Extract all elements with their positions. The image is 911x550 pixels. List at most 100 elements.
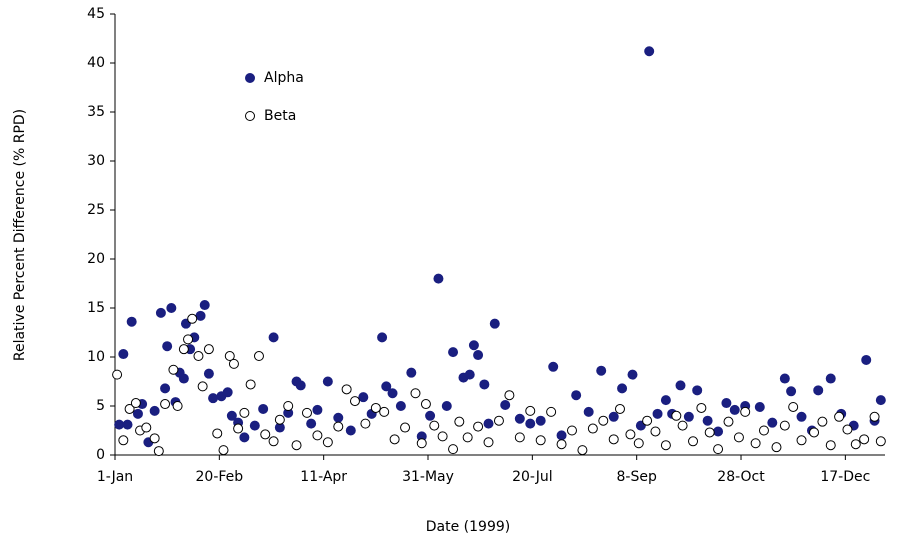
point <box>525 405 536 416</box>
point <box>197 381 208 392</box>
point <box>556 439 567 450</box>
point <box>535 415 546 426</box>
y-axis-label: Relative Percent Difference (% RPD) <box>12 109 28 361</box>
point <box>683 411 694 422</box>
point <box>633 438 644 449</box>
y-tick-label: 15 <box>87 300 105 316</box>
point <box>548 361 559 372</box>
point <box>160 399 171 410</box>
point <box>483 437 494 448</box>
point <box>729 404 740 415</box>
point <box>274 414 285 425</box>
point <box>758 425 769 436</box>
point <box>479 379 490 390</box>
point <box>193 351 204 362</box>
point <box>796 435 807 446</box>
point <box>178 373 189 384</box>
point <box>268 332 279 343</box>
point <box>212 428 223 439</box>
point <box>322 376 333 387</box>
point <box>779 420 790 431</box>
point <box>644 46 655 57</box>
point <box>788 401 799 412</box>
point <box>675 380 686 391</box>
point <box>389 434 400 445</box>
point <box>160 383 171 394</box>
point <box>740 406 751 417</box>
point <box>462 432 473 443</box>
point <box>454 416 465 427</box>
point <box>617 383 628 394</box>
point <box>535 435 546 446</box>
point <box>650 426 661 437</box>
point <box>132 408 143 419</box>
point <box>203 368 214 379</box>
point <box>514 413 525 424</box>
point <box>208 393 219 404</box>
point <box>153 446 164 457</box>
point <box>483 418 494 429</box>
point <box>596 365 607 376</box>
point <box>203 344 214 355</box>
point <box>468 340 479 351</box>
point <box>260 429 271 440</box>
point <box>441 401 452 411</box>
point <box>813 385 824 396</box>
point <box>671 410 682 421</box>
point <box>420 399 431 410</box>
point <box>341 384 352 395</box>
point <box>692 385 703 396</box>
point <box>598 415 609 426</box>
point <box>825 440 836 451</box>
point <box>786 386 797 397</box>
point <box>660 440 671 451</box>
point <box>114 419 125 430</box>
point <box>875 395 886 406</box>
point <box>842 424 853 435</box>
point <box>400 422 411 433</box>
point <box>489 318 500 329</box>
point <box>358 392 369 403</box>
point <box>377 332 388 343</box>
x-tick-label: 20-Feb <box>196 469 244 485</box>
point <box>779 373 790 384</box>
point <box>112 369 123 380</box>
point <box>349 396 360 407</box>
point <box>608 411 619 422</box>
legend-label: Alpha <box>264 70 304 86</box>
point <box>875 436 886 447</box>
point <box>767 417 778 428</box>
point <box>345 425 356 436</box>
point <box>869 411 880 422</box>
point <box>379 406 390 417</box>
x-tick-label: 28-Oct <box>717 469 765 485</box>
point <box>312 404 323 415</box>
point <box>493 415 504 426</box>
point <box>500 400 511 411</box>
point <box>258 403 269 414</box>
point <box>416 438 427 449</box>
point <box>525 418 536 429</box>
point <box>859 434 870 445</box>
x-tick-label: 31-May <box>402 469 454 485</box>
point <box>406 367 417 378</box>
point <box>625 429 636 440</box>
point <box>130 398 141 409</box>
point <box>141 422 152 433</box>
point <box>183 334 194 345</box>
y-tick-label: 10 <box>87 349 105 365</box>
point <box>750 438 761 449</box>
point <box>239 407 250 418</box>
point <box>608 434 619 445</box>
point <box>448 347 459 358</box>
point <box>771 442 782 453</box>
point <box>381 381 392 392</box>
point <box>228 358 239 369</box>
point <box>395 401 406 411</box>
point <box>825 373 836 384</box>
point <box>245 379 256 390</box>
point <box>642 415 653 426</box>
point <box>322 437 333 448</box>
point <box>425 410 436 421</box>
point <box>233 423 244 434</box>
